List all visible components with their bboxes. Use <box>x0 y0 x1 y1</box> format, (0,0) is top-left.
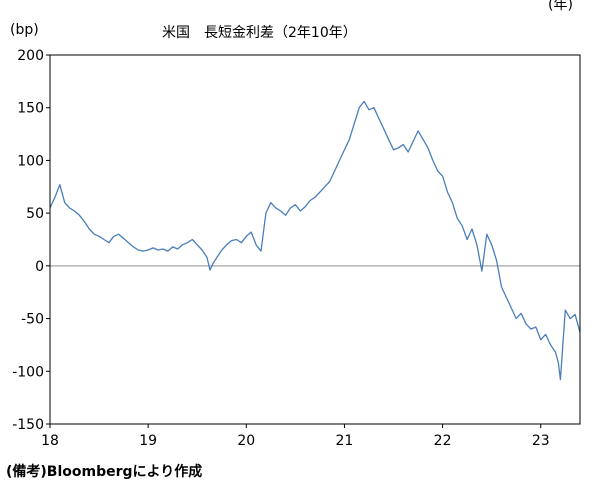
series-line <box>49 100 581 381</box>
x-tick-label: 18 <box>41 433 59 449</box>
y-tick-labels: 200 150 100 50 0 -50 -100 -150 <box>12 48 50 433</box>
y-axis-unit-label: (bp) <box>10 22 39 38</box>
x-axis-unit-label: (年) <box>548 0 573 13</box>
x-tick-label: 21 <box>336 433 354 449</box>
y-tick-label: 0 <box>35 259 44 275</box>
y-tick-label: 100 <box>17 153 44 169</box>
y-tick-label: 200 <box>17 48 44 64</box>
y-tick-label: 150 <box>17 101 44 117</box>
chart-title: 米国 長短金利差（2年10年） <box>162 25 357 41</box>
y-tick-label: -50 <box>21 312 44 328</box>
plot-area-frame <box>49 54 581 425</box>
y-tick-label: -100 <box>12 364 44 380</box>
x-tick-label: 20 <box>237 433 255 449</box>
x-tick-label: 19 <box>139 433 157 449</box>
x-tick-label: 23 <box>532 433 550 449</box>
y-tick-label: 50 <box>26 206 44 222</box>
source-note: (備考)Bloombergにより作成 <box>6 464 203 480</box>
x-tick-labels: 18 19 20 21 22 23 <box>41 424 550 449</box>
y-tick-label: -150 <box>12 417 44 433</box>
x-tick-label: 22 <box>434 433 452 449</box>
